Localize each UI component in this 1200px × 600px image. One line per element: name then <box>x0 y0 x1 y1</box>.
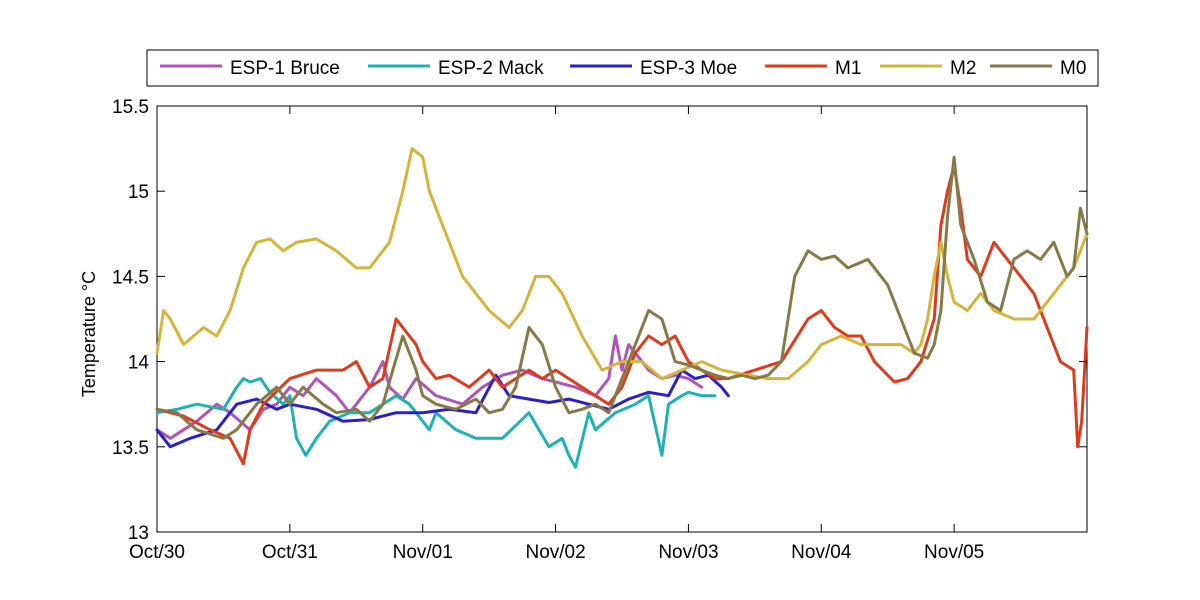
series-line-m2 <box>155 147 1089 381</box>
legend-box <box>146 49 1099 87</box>
legend-label: M2 <box>950 58 976 79</box>
legend-label: M0 <box>1060 58 1086 79</box>
x-tick-label: Nov/01 <box>393 542 453 563</box>
y-tick-label: 14.5 <box>112 267 149 288</box>
legend-label: M1 <box>835 58 861 79</box>
series-line-m1 <box>155 164 1089 466</box>
series-lines <box>155 147 1089 469</box>
legend-label: ESP-3 Moe <box>640 58 737 79</box>
y-tick-label: 14 <box>128 353 150 374</box>
x-tick-label: Nov/02 <box>525 542 585 563</box>
legend-label: ESP-1 Bruce <box>230 58 340 79</box>
x-tick-label: Nov/05 <box>924 542 984 563</box>
legend: ESP-1 Bruce ESP-2 Mack ESP-3 Moe M1 M2 M0 <box>146 49 1099 87</box>
series-line-esp-3-moe <box>155 368 730 449</box>
y-axis-ticks: 13 13.5 14 14.5 15 15.5 <box>112 97 1087 544</box>
plot-area <box>156 105 1088 533</box>
x-tick-label: Nov/04 <box>791 542 852 563</box>
y-tick-label: 13.5 <box>112 438 149 459</box>
legend-label: ESP-2 Mack <box>438 58 544 79</box>
x-tick-label: Oct/31 <box>262 542 318 563</box>
series-line-m0 <box>155 155 1089 440</box>
x-tick-label: Oct/30 <box>129 542 185 563</box>
x-tick-label: Nov/03 <box>658 542 718 563</box>
series-line-esp-2-mack <box>155 377 717 469</box>
y-axis-label: Temperature °C <box>79 271 99 397</box>
y-tick-label: 15.5 <box>112 97 149 118</box>
y-tick-label: 15 <box>128 182 149 203</box>
x-axis-ticks: Oct/30 Oct/31 Nov/01 Nov/02 Nov/03 Nov/04 Nov/… <box>129 106 984 563</box>
y-tick-label: 13 <box>128 523 149 544</box>
